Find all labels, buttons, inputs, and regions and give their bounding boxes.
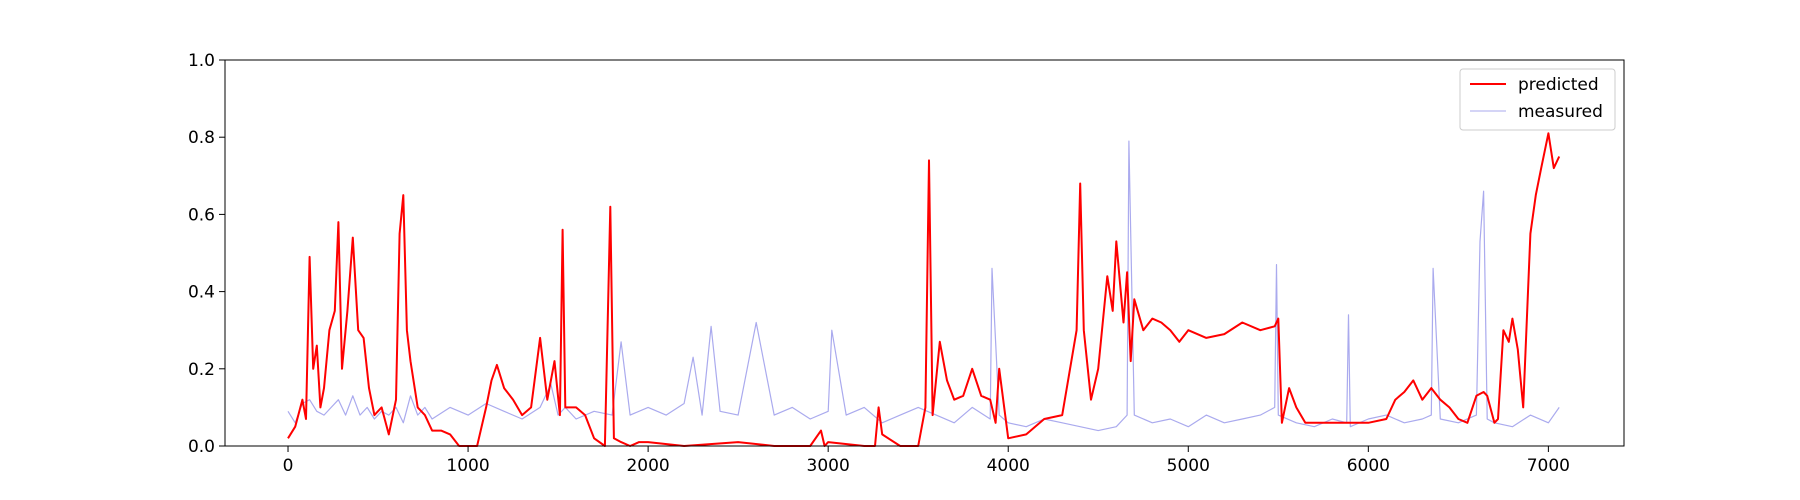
x-tick-label: 5000 xyxy=(1167,456,1210,476)
y-tick-label: 0.6 xyxy=(188,205,215,225)
y-tick-label: 0.2 xyxy=(188,360,215,380)
plot-series xyxy=(287,132,1561,447)
x-axis: 0 1000 2000 3000 4000 5000 6000 7000 xyxy=(283,446,1570,476)
x-tick-label: 4000 xyxy=(987,456,1030,476)
legend: predicted measured xyxy=(1459,68,1616,131)
legend-label-measured: measured xyxy=(1518,102,1603,122)
series-line-predicted xyxy=(287,132,1561,447)
x-tick-label: 0 xyxy=(283,456,294,476)
y-tick-label: 0.4 xyxy=(188,283,215,303)
axes-frame xyxy=(224,59,1625,447)
x-tick-label: 2000 xyxy=(626,456,669,476)
y-tick-label: 0.0 xyxy=(188,437,215,457)
x-tick-label: 7000 xyxy=(1527,456,1570,476)
x-tick-label: 6000 xyxy=(1347,456,1390,476)
y-axis: 0.0 0.2 0.4 0.6 0.8 1.0 xyxy=(188,51,225,457)
x-tick-label: 1000 xyxy=(446,456,489,476)
x-tick-label: 3000 xyxy=(807,456,850,476)
legend-label-predicted: predicted xyxy=(1518,75,1599,95)
y-tick-label: 0.8 xyxy=(188,128,215,148)
y-tick-label: 1.0 xyxy=(188,51,215,71)
series-line-measured xyxy=(287,140,1560,432)
